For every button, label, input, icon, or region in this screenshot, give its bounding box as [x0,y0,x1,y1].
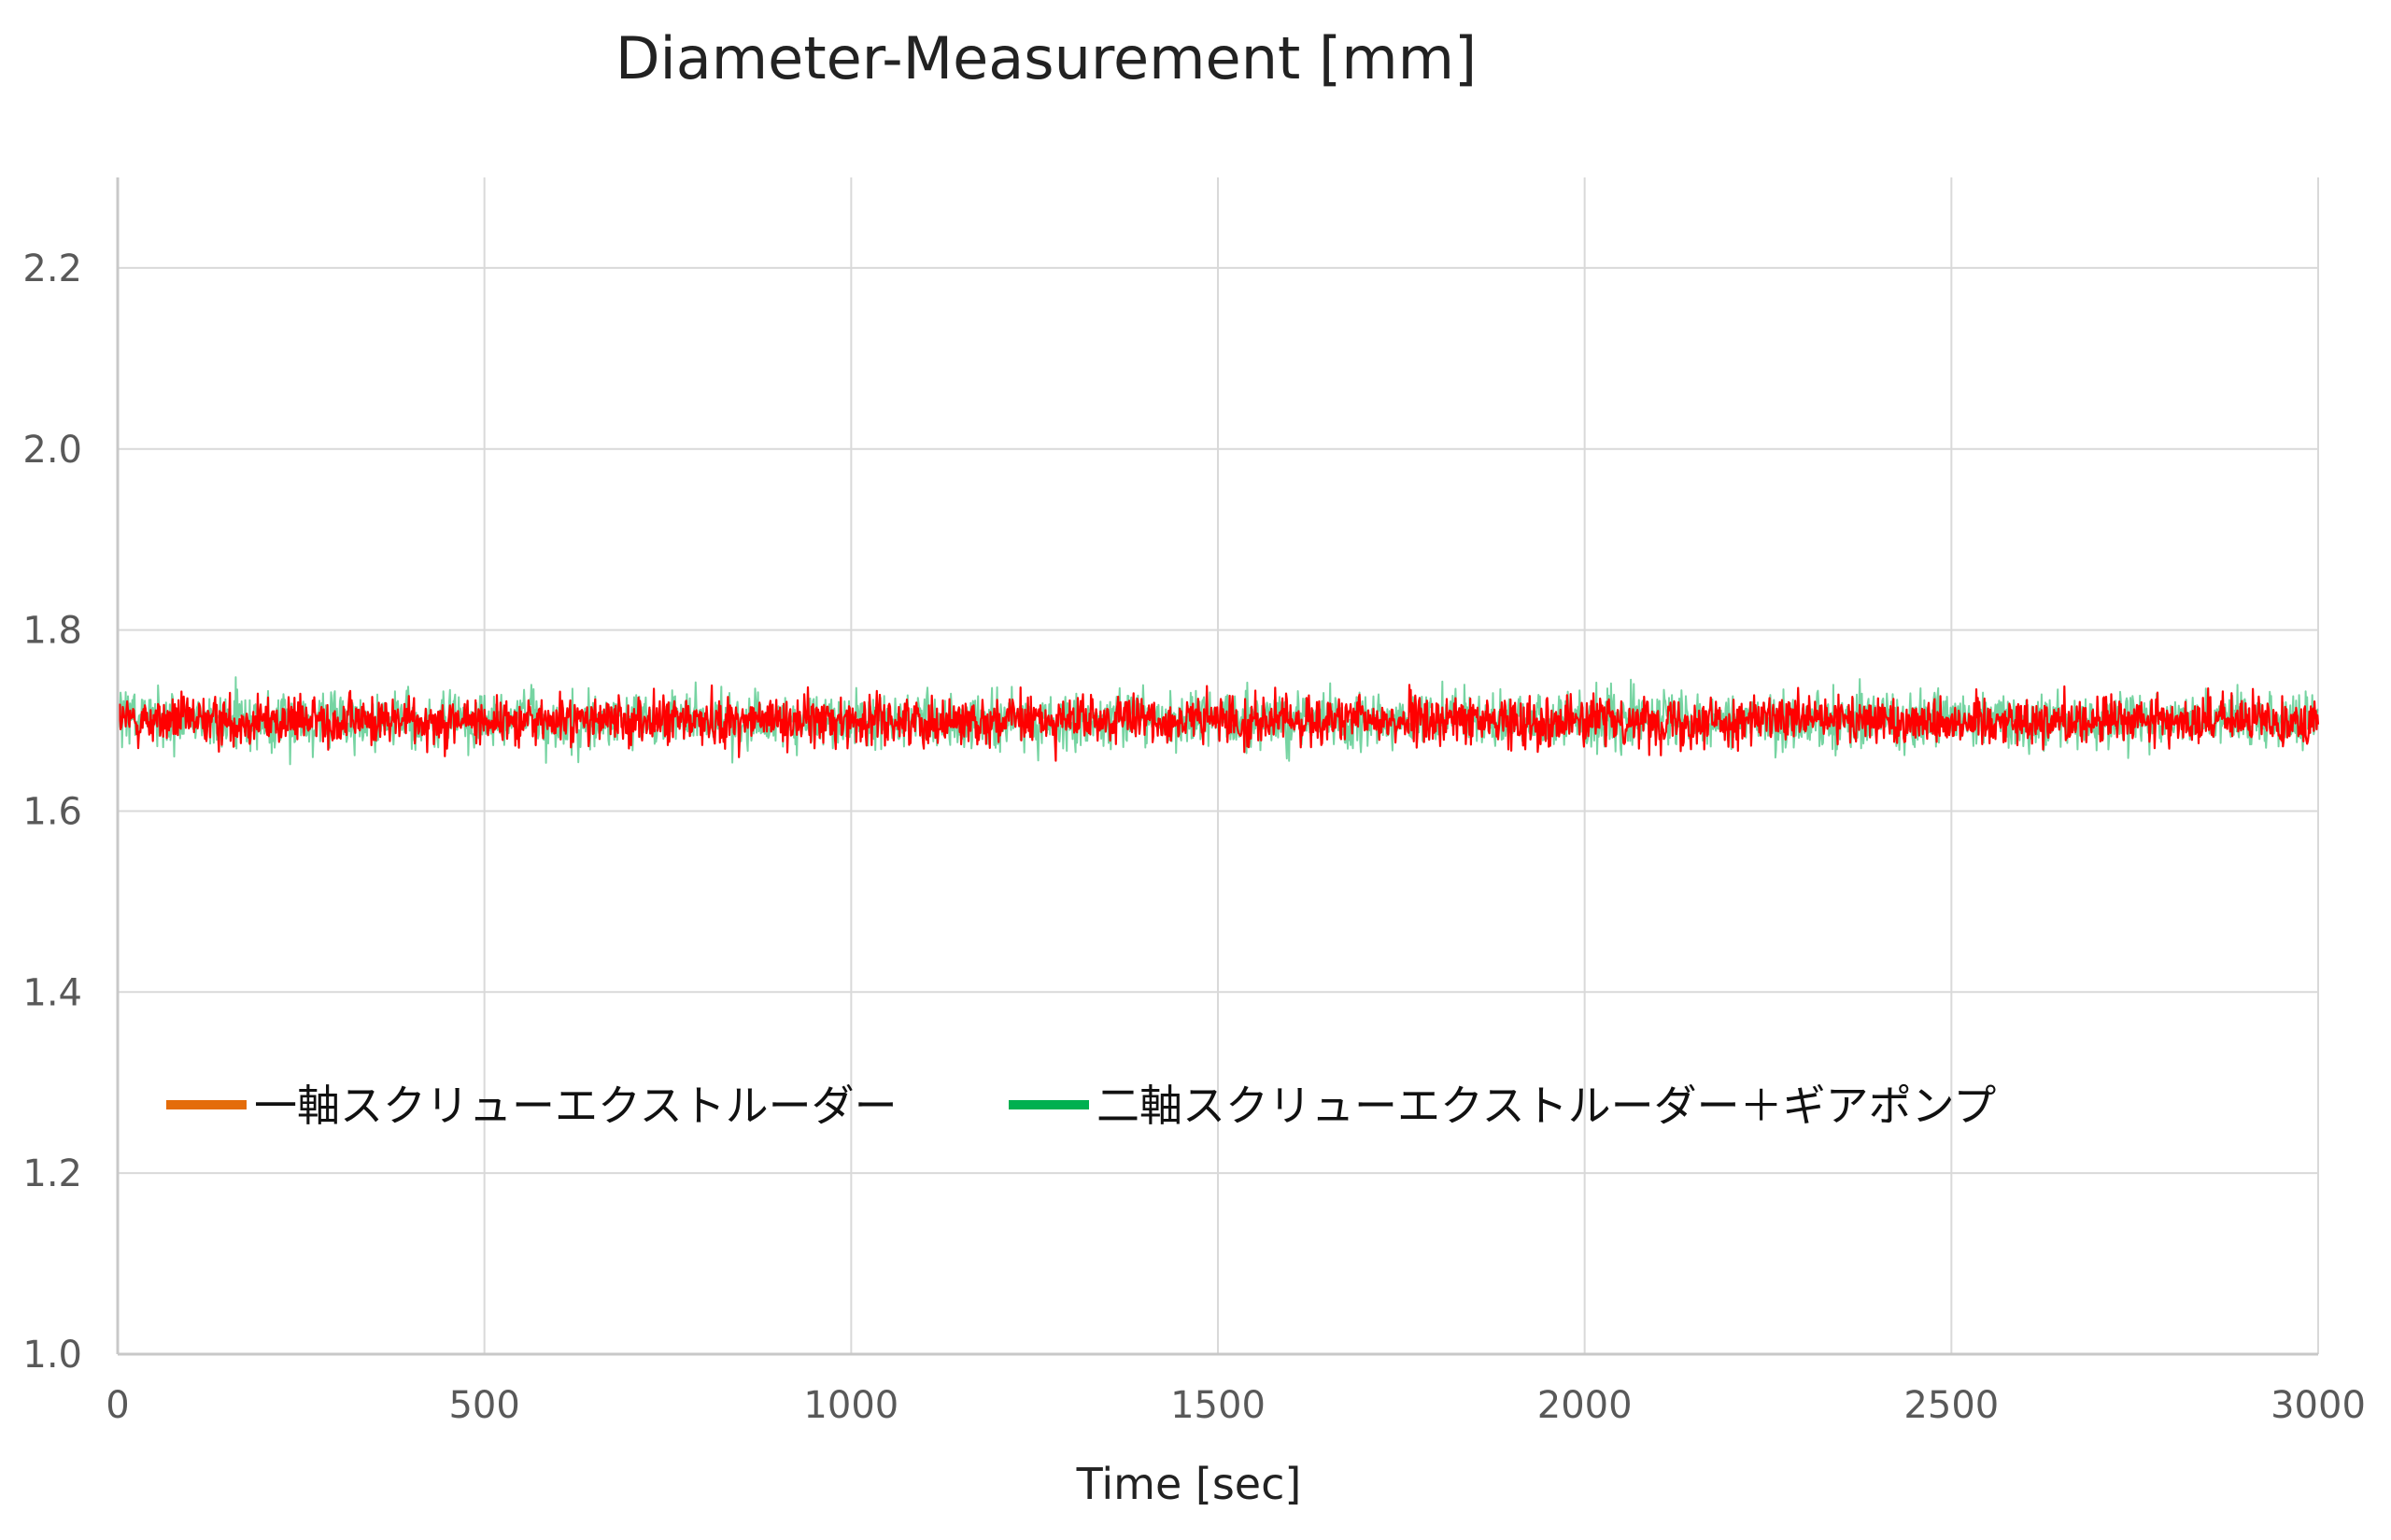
series-layer [116,676,2320,766]
legend-swatch-series-1 [166,1100,247,1109]
y-tick-label: 2.0 [22,429,82,472]
series-line-1 [116,684,2320,762]
legend-label-series-1: 一軸スクリューエクストルーダー [254,1081,898,1131]
axis-layer [116,177,2318,1356]
x-tick-label: 1000 [803,1384,898,1427]
x-tick-label: 1500 [1170,1384,1266,1427]
legend: 一軸スクリューエクストルーダー 二軸スクリューエクストルーダー＋ギアポンプ [166,1081,1996,1131]
y-tick-label: 1.8 [22,610,82,653]
legend-label-series-2: 二軸スクリューエクストルーダー＋ギアポンプ [1096,1081,1996,1131]
x-tick-label: 500 [448,1384,519,1427]
x-tick-label: 0 [106,1384,129,1427]
x-axis-label: Time [sec] [1076,1459,1302,1509]
x-tick-label: 2000 [1537,1384,1633,1427]
chart-title: Diameter-Measurement [mm] [615,24,1477,92]
grid-layer [117,177,2319,1355]
x-tick-label: 2500 [1903,1384,1999,1427]
y-tick-label: 1.6 [22,790,82,833]
y-tick-label: 1.4 [22,971,82,1014]
y-tick-label: 2.2 [22,247,82,290]
x-tick-label: 3000 [2271,1384,2366,1427]
y-tick-label: 1.2 [22,1152,82,1195]
y-tick-label: 1.0 [22,1334,82,1377]
tick-layer: 0 500 1000 1500 2000 2500 3000 1.0 1.2 1.4 1.6 1.8 2… [22,247,2366,1427]
legend-swatch-series-2 [1009,1100,1089,1109]
